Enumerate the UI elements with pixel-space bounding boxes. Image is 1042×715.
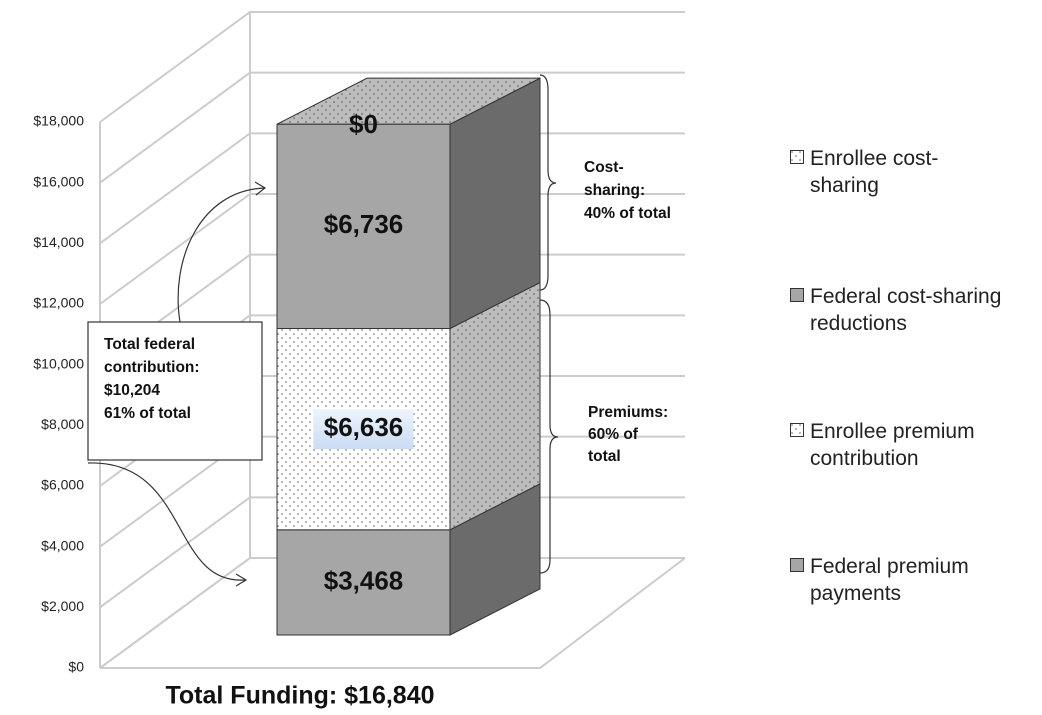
- annotation-text: 60% of: [588, 426, 639, 443]
- legend-label: Federal premium payments: [810, 555, 969, 606]
- legend-marker: [790, 288, 804, 302]
- legend-label: Enrollee premium contribution: [810, 420, 975, 471]
- value-label: $6,636: [324, 412, 404, 442]
- legend-label: Enrollee cost-sharing: [810, 147, 939, 198]
- value-label: $0: [349, 109, 378, 139]
- legend-marker: [790, 423, 804, 437]
- y-tick-label: $10,000: [33, 355, 84, 371]
- x-category-label: Total Funding: $16,840: [165, 682, 434, 710]
- grid-line: [99, 71, 685, 184]
- legend-item: Enrollee premium contribution: [790, 418, 1005, 473]
- bar-front: [276, 123, 451, 330]
- bar-top: [276, 77, 541, 125]
- annotation-text: Premiums:: [588, 404, 668, 421]
- arrow-head: [254, 181, 267, 196]
- annotation-text: sharing:: [584, 182, 645, 199]
- legend-item: Enrollee cost-sharing: [790, 145, 1005, 200]
- arrow-head: [235, 573, 248, 587]
- y-tick-label: $4,000: [41, 537, 84, 553]
- legend-marker: [790, 558, 804, 572]
- annotation-text: 40% of total: [584, 205, 671, 222]
- y-tick-label: $16,000: [33, 173, 84, 189]
- y-tick-label: $0: [68, 659, 84, 675]
- annotation-text: contribution:: [104, 359, 200, 376]
- legend-item: Federal cost-sharing reductions: [790, 283, 1005, 338]
- brace: [539, 299, 559, 574]
- y-tick-label: $6,000: [41, 477, 84, 493]
- grid-line: [99, 11, 685, 123]
- y-tick-label: $14,000: [33, 234, 84, 250]
- arrow: [177, 187, 266, 323]
- y-tick-label: $12,000: [33, 295, 84, 311]
- annotation-text: total: [588, 448, 621, 465]
- arrow: [87, 462, 246, 581]
- y-tick-label: $18,000: [33, 113, 84, 129]
- value-label: $3,468: [324, 565, 404, 595]
- annotation-box: [87, 321, 263, 461]
- label-bg: [313, 409, 414, 450]
- annotation-text: Cost-: [584, 159, 624, 176]
- legend-label: Federal cost-sharing reductions: [810, 285, 1002, 336]
- annotation-text: 61% of total: [104, 405, 191, 422]
- y-tick-label: $2,000: [41, 598, 84, 614]
- value-label: $6,736: [324, 209, 404, 239]
- y-tick-label: $8,000: [41, 416, 84, 432]
- brace: [539, 74, 557, 291]
- legend-marker: [790, 150, 804, 164]
- annotation-text: $10,204: [104, 382, 160, 399]
- legend-item: Federal premium payments: [790, 553, 1005, 608]
- annotation-text: Total federal: [104, 336, 195, 353]
